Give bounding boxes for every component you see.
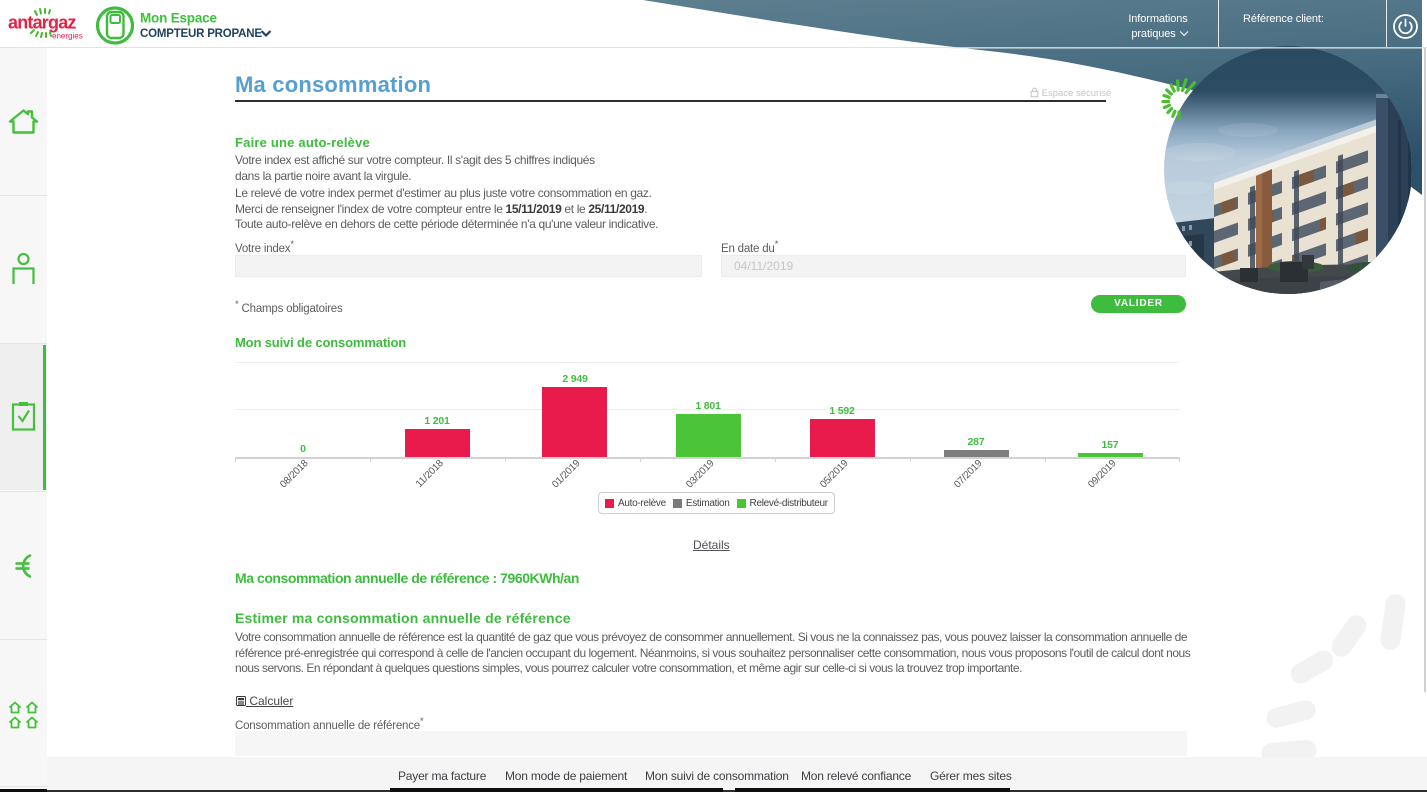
svg-text:energies: energies [52,32,83,41]
svg-text:Mon Espace: Mon Espace [140,11,217,26]
svg-text:antargaz: antargaz [8,13,76,33]
svg-text:COMPTEUR PROPANE: COMPTEUR PROPANE [140,28,262,40]
